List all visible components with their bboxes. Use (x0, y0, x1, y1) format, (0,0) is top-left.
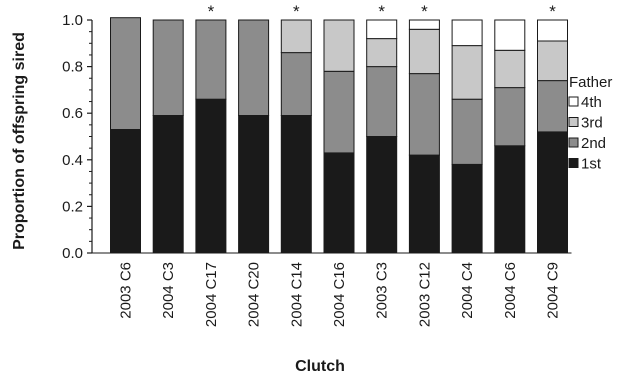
bar-segment-3rd-5 (280, 19, 312, 54)
legend-swatch-4th (568, 96, 579, 107)
bar-segment-2nd-4 (238, 19, 270, 116)
x-tick-label: 2004 C4 (459, 262, 476, 319)
bar-segment-1st-2 (152, 115, 184, 254)
bar-segment-2nd-10 (494, 87, 526, 147)
bar-segment-3rd-8 (408, 28, 440, 75)
legend: Father 4th 3rd 2nd 1st (568, 74, 612, 173)
x-tick-label: 2004 C17 (203, 262, 220, 327)
y-axis: 0.0 0.2 0.4 0.6 0.8 1.0 (62, 12, 572, 262)
significance-star: * (293, 2, 300, 21)
significance-star: * (549, 2, 556, 21)
y-tick-label: 0.2 (62, 198, 83, 215)
significance-star: * (378, 2, 385, 21)
bar-segment-1st-11 (537, 131, 568, 254)
x-tick-label: 2004 C20 (246, 262, 263, 327)
bar-segment-3rd-11 (537, 40, 568, 82)
x-tick-labels: 2003 C6 2004 C3 2004 C17 2004 C20 2004 C14 20… (118, 262, 562, 327)
bar-segment-1st-6 (323, 152, 355, 254)
bar-segment-1st-4 (238, 115, 270, 254)
bar-segment-2nd-6 (323, 70, 355, 154)
bar-segment-2nd-8 (408, 73, 440, 156)
bar-segment-4th-10 (494, 19, 526, 51)
bars-layer (110, 17, 568, 254)
y-tick-label: 1.0 (62, 12, 83, 29)
x-tick-label: 2004 C3 (160, 262, 177, 319)
y-tick-label: 0.6 (62, 105, 83, 122)
bar-segment-2nd-11 (537, 80, 568, 133)
x-tick-label: 2004 C6 (502, 262, 519, 319)
bar-segment-4th-11 (537, 19, 568, 42)
legend-label-3rd: 3rd (581, 115, 603, 132)
bar-segment-2nd-1 (110, 17, 141, 131)
x-tick-label: 2004 C16 (331, 262, 348, 327)
legend-label-4th: 4th (581, 94, 602, 111)
legend-label-2nd: 2nd (581, 135, 606, 152)
bar-segment-2nd-9 (451, 98, 483, 165)
bar-segment-3rd-10 (494, 49, 526, 89)
bar-segment-4th-8 (408, 19, 440, 30)
significance-marks: * * * * * (208, 2, 557, 21)
bar-segment-1st-9 (451, 164, 483, 254)
y-tick-label: 0.0 (62, 245, 83, 262)
x-axis-title: Clutch (295, 358, 345, 373)
bar-segment-1st-8 (408, 154, 440, 254)
y-tick-label: 0.8 (62, 59, 83, 76)
bar-segment-3rd-6 (323, 19, 355, 72)
bar-segment-1st-1 (110, 129, 141, 254)
legend-swatch-1st (568, 158, 579, 168)
legend-label-1st: 1st (581, 156, 602, 173)
bar-segment-3rd-7 (366, 38, 398, 68)
bar-segment-4th-7 (366, 19, 398, 40)
bar-segment-2nd-2 (152, 19, 184, 116)
bar-segment-2nd-5 (280, 52, 312, 116)
bar-segment-4th-9 (451, 19, 483, 47)
x-tick-label: 2004 C14 (288, 262, 305, 327)
legend-swatch-3rd (568, 117, 579, 127)
significance-star: * (208, 2, 215, 21)
y-axis-title: Proportion of offspring sired (11, 32, 28, 250)
legend-title: Father (569, 74, 612, 91)
bar-segment-2nd-7 (366, 66, 398, 137)
x-tick-label: 2004 C9 (545, 262, 562, 319)
bar-segment-1st-7 (366, 136, 398, 254)
x-tick-label: 2003 C3 (374, 262, 391, 319)
legend-swatch-2nd (568, 137, 579, 148)
x-tick-label: 2003 C12 (416, 262, 433, 327)
x-tick-label: 2003 C6 (118, 262, 135, 319)
significance-star: * (421, 2, 428, 21)
bar-segment-1st-5 (280, 115, 312, 254)
bar-segment-1st-10 (494, 145, 526, 254)
bar-segment-2nd-3 (195, 19, 227, 100)
y-tick-label: 0.4 (62, 152, 83, 169)
bar-segment-1st-3 (195, 98, 227, 254)
bar-segment-3rd-9 (451, 45, 483, 100)
